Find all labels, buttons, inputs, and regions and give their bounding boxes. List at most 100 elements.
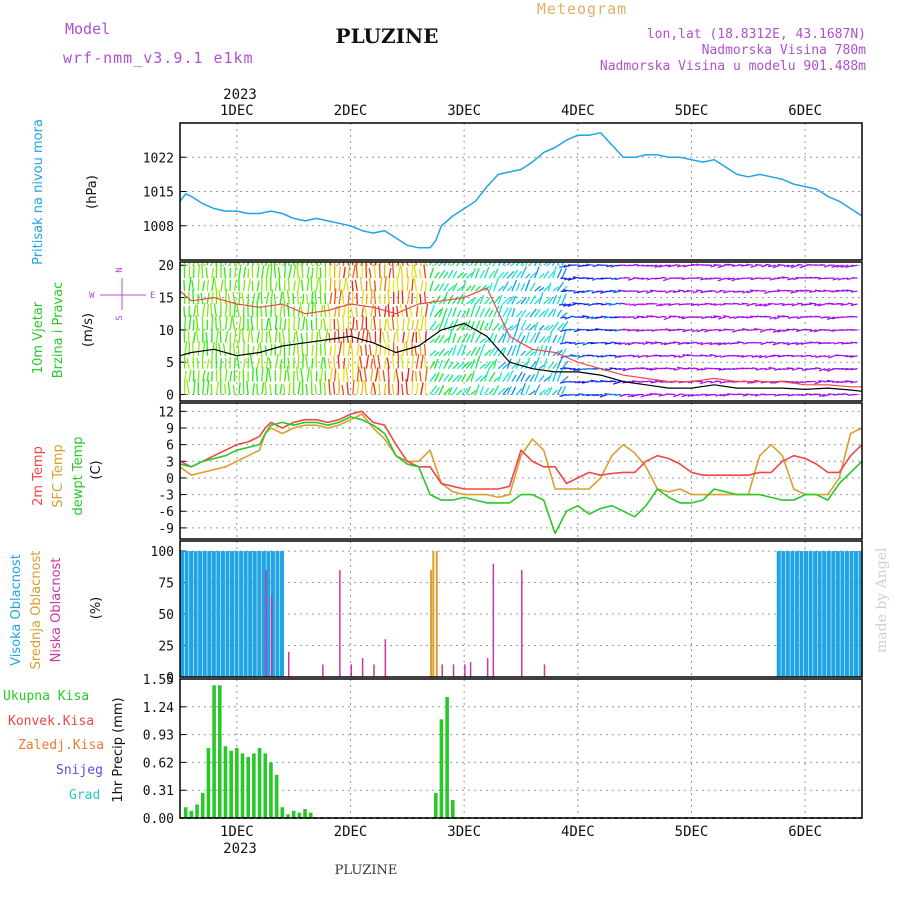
wind-arrow [560, 317, 566, 318]
wind-arrow [253, 250, 254, 266]
wind-arrow [201, 293, 203, 304]
wind-arrow [476, 356, 480, 369]
temp-ytick-label: -3 [158, 489, 174, 504]
wind-arrow [211, 303, 212, 317]
wind-arrow [526, 257, 531, 265]
wind-arrow [294, 317, 295, 330]
wind-arrow [420, 269, 421, 279]
temp-ytick-label: 0 [166, 472, 174, 487]
wind-arrow [228, 382, 230, 395]
wind-ytick-label: 0 [166, 389, 174, 404]
wind-ytick-label: 15 [158, 292, 174, 307]
wind-arrow [214, 303, 216, 317]
top-day-label: 2DEC [334, 103, 368, 119]
wind-arrow [357, 320, 358, 330]
wind-arrow [535, 322, 538, 330]
wind-arrow [586, 291, 593, 292]
wind-arrow [784, 369, 789, 370]
wind-arrow [271, 302, 272, 317]
wind-arrow [335, 369, 336, 382]
wind-arrow [416, 354, 418, 369]
wind-arrow [526, 385, 530, 394]
wind-arrow [407, 252, 408, 265]
wind-arrow [530, 295, 535, 304]
wind-arrow [771, 342, 776, 343]
wind-arrow [294, 306, 295, 317]
wind-arrow [216, 382, 218, 395]
wind-arrow [250, 354, 252, 368]
cloud-ytick-label: 50 [158, 608, 174, 623]
wind-arrow [535, 257, 540, 265]
wind-arrow [560, 343, 567, 344]
wind-arrow [351, 329, 353, 343]
compass-north: N [115, 267, 125, 272]
wind-arrow [686, 343, 694, 344]
wind-arrow [435, 272, 440, 278]
wind-arrow [462, 281, 466, 291]
wind-arrow [262, 383, 264, 395]
wind-arrow [772, 355, 780, 356]
wind-arrow [294, 332, 295, 343]
cloud-high-bar [813, 551, 817, 677]
wind-arrow [361, 346, 362, 356]
wind-arrow [266, 264, 268, 278]
wind-arrow [325, 329, 327, 343]
wind-arrow [407, 277, 408, 291]
wind-arrow [494, 279, 498, 291]
compass-south: S [115, 315, 125, 320]
wind-arrow [346, 278, 348, 291]
wind-arrow [278, 267, 280, 278]
pressure-ytick-label: 1022 [143, 151, 174, 166]
wind-arrow [397, 317, 398, 330]
wind-arrow [287, 290, 289, 304]
wind-arrow [480, 321, 484, 330]
precip-bar [235, 748, 239, 818]
wind-arrow [373, 382, 375, 394]
wind-arrow [262, 328, 263, 342]
wind-arrow [280, 305, 282, 317]
wind-arrow [244, 267, 246, 279]
temp-ytick-label: 12 [158, 405, 174, 420]
wind-arrow [185, 371, 187, 382]
wind-arrow [448, 308, 452, 317]
cloud-ytick-label: 75 [158, 577, 174, 592]
wind-arrow [355, 280, 357, 292]
wind-arrow [398, 264, 400, 278]
wind-arrow [348, 264, 350, 278]
temperature-panel: 129630-3-6-9 [158, 403, 862, 539]
wind-arrow [793, 329, 799, 330]
wind-arrow [184, 280, 185, 291]
wind-arrow [526, 332, 530, 343]
wind-arrow [344, 278, 346, 291]
wind-arrow [244, 280, 245, 291]
cloud-high-bar [275, 551, 279, 677]
wind-arrow [466, 308, 469, 317]
wind-arrow [677, 329, 685, 330]
wind-arrow [414, 252, 416, 266]
wind-arrow [815, 316, 821, 317]
cloud-low-label: Niska Oblacnost [49, 558, 64, 663]
cloud-high-bar [804, 551, 808, 677]
wind-arrow [362, 307, 363, 317]
wind-arrow [215, 279, 217, 291]
wind-arrow [285, 370, 287, 382]
precip-bar [190, 811, 194, 818]
wind-arrow [848, 303, 853, 304]
wind-arrow [624, 278, 630, 279]
wind-arrow [402, 290, 403, 304]
wind-arrow [315, 303, 317, 317]
wind-arrow [471, 371, 474, 382]
wind-arrow [435, 359, 438, 369]
cloud-low-bar [453, 664, 455, 677]
wind-arrow [298, 290, 299, 304]
cloud-high-bar [836, 551, 840, 677]
precip-bar [246, 757, 250, 818]
pressure-ytick-label: 1008 [143, 220, 174, 235]
model-name: wrf-nmm_v3.9.1 e1km [63, 49, 254, 67]
wind-arrow [516, 343, 520, 356]
wind-arrow [278, 252, 280, 265]
wind-arrow [239, 292, 240, 304]
temp-ytick-label: 3 [166, 455, 174, 470]
cloud-high-bar [266, 551, 270, 677]
wind-arrow [406, 305, 408, 317]
